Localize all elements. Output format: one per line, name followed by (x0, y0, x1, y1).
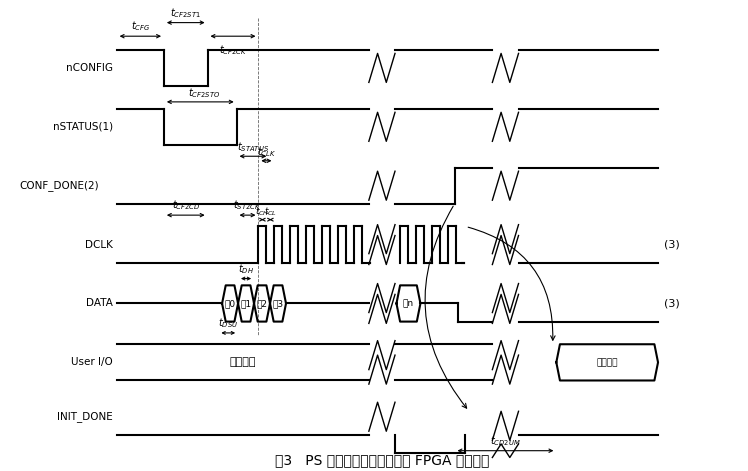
Text: $t_{DH}$: $t_{DH}$ (238, 262, 254, 276)
Text: $t_{CF2STO}$: $t_{CF2STO}$ (188, 86, 220, 100)
Text: 位0: 位0 (224, 299, 236, 308)
Text: $t_{CD2UM}$: $t_{CD2UM}$ (490, 434, 521, 448)
Text: nCONFIG: nCONFIG (66, 63, 113, 73)
Text: (3): (3) (663, 240, 680, 250)
Text: 高阻状态: 高阻状态 (230, 357, 256, 367)
Text: $t_{CH}$: $t_{CH}$ (255, 205, 270, 218)
Text: $t_{CFG}$: $t_{CFG}$ (131, 20, 150, 33)
Text: $t_{CLK}$: $t_{CLK}$ (257, 145, 276, 159)
Text: CONF_DONE(2): CONF_DONE(2) (19, 180, 99, 191)
Text: 图3   PS 模式下使用单片机配置 FPGA 的时序图: 图3 PS 模式下使用单片机配置 FPGA 的时序图 (275, 453, 489, 467)
Text: User I/O: User I/O (71, 357, 113, 367)
FancyArrowPatch shape (425, 206, 467, 408)
Text: nSTATUS(1): nSTATUS(1) (53, 122, 113, 132)
Text: 用户模式: 用户模式 (596, 358, 618, 367)
Text: 位1: 位1 (241, 299, 251, 308)
Text: $t_{CL}$: $t_{CL}$ (264, 205, 277, 218)
Text: $t_{DSU}$: $t_{DSU}$ (218, 317, 239, 330)
Text: $t_{STATUS}$: $t_{STATUS}$ (237, 140, 269, 154)
Text: 位3: 位3 (272, 299, 283, 308)
Text: $t_{CF2CD}$: $t_{CF2CD}$ (171, 199, 200, 212)
Text: DCLK: DCLK (85, 240, 113, 250)
Text: $t_{CF2CK}$: $t_{CF2CK}$ (218, 43, 248, 57)
Text: DATA: DATA (86, 299, 113, 309)
Text: (3): (3) (663, 299, 680, 309)
Text: INIT_DONE: INIT_DONE (58, 411, 113, 422)
FancyArrowPatch shape (468, 227, 555, 340)
Text: $t_{ST2CK}$: $t_{ST2CK}$ (233, 199, 262, 212)
Text: $t_{CF2ST1}$: $t_{CF2ST1}$ (171, 6, 201, 20)
Text: 位n: 位n (403, 299, 414, 308)
Text: 位2: 位2 (257, 299, 268, 308)
